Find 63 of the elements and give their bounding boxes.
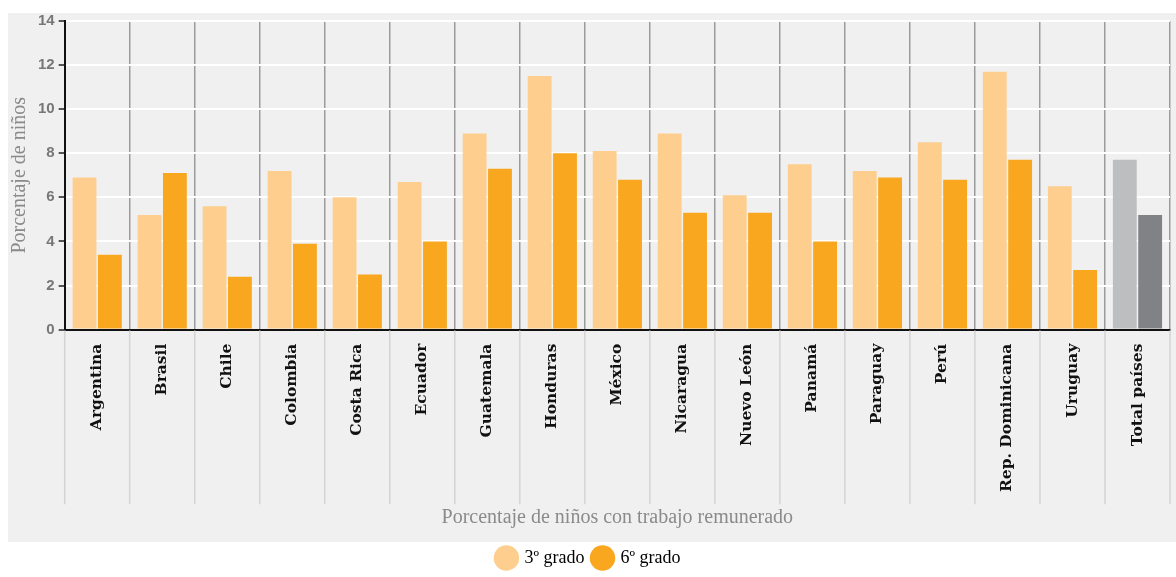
bar	[332, 197, 357, 329]
bar	[722, 195, 747, 329]
bar	[227, 276, 252, 329]
x-tick-label: Total países	[1126, 343, 1146, 447]
x-tick-label: México	[606, 343, 626, 406]
bar	[787, 164, 812, 329]
bar	[748, 212, 772, 329]
x-tick-label: Paraguay	[866, 342, 886, 425]
y-tick-label: 0	[46, 319, 55, 337]
y-tick-label: 6	[46, 187, 55, 205]
x-tick-label: Nicaragua	[671, 343, 691, 434]
bar	[592, 151, 617, 329]
bar	[852, 170, 877, 329]
bar	[943, 179, 968, 329]
bar	[618, 179, 642, 329]
bar	[1073, 270, 1098, 329]
bar	[293, 243, 317, 329]
bar	[162, 173, 187, 329]
y-tick-label: 12	[38, 55, 55, 73]
x-tick-label: Perú	[931, 343, 951, 385]
x-tick-label: Rep. Dominicana	[996, 343, 1016, 493]
x-tick-label: Brasil	[151, 343, 171, 396]
y-tick-label: 8	[46, 143, 55, 161]
y-tick-label: 10	[38, 99, 55, 117]
bar	[657, 133, 682, 329]
bar	[462, 133, 487, 329]
bar	[267, 170, 292, 329]
y-tick-label: 4	[46, 231, 56, 249]
legend-label: 3º grado	[524, 546, 585, 567]
legend-label: 6º grado	[620, 546, 681, 567]
bar	[97, 254, 122, 329]
x-tick-label: Chile	[216, 343, 236, 389]
bar	[527, 76, 552, 329]
x-tick-label: Costa Rica	[346, 343, 366, 436]
x-tick-label: Guatemala	[476, 343, 496, 438]
bar	[683, 212, 707, 329]
bar	[72, 177, 97, 329]
x-tick-label: Honduras	[541, 343, 561, 429]
y-axis-title: Porcentaje de niños	[7, 96, 31, 254]
y-tick-label: 14	[38, 11, 56, 29]
bar	[137, 214, 162, 329]
x-axis-title: Porcentaje de niños con trabajo remunerado	[441, 505, 794, 529]
bar	[878, 177, 903, 329]
x-tick-label: Nuevo León	[736, 343, 756, 447]
bar	[202, 206, 227, 329]
x-tick-label: Uruguay	[1061, 342, 1081, 418]
bar	[1047, 186, 1072, 329]
bar	[1112, 159, 1137, 329]
bar	[397, 181, 422, 329]
bar	[917, 142, 942, 329]
y-tick-label: 2	[46, 275, 55, 293]
x-tick-label: Ecuador	[411, 342, 431, 416]
bar	[813, 241, 837, 329]
x-tick-label: Argentina	[86, 343, 106, 432]
x-tick-label: Colombia	[281, 343, 301, 426]
bar	[358, 274, 382, 329]
bar	[1008, 159, 1033, 329]
bar	[1138, 214, 1163, 329]
bar	[488, 168, 512, 329]
x-tick-label: Panamá	[801, 343, 821, 413]
bar	[423, 241, 447, 329]
bar	[982, 71, 1007, 329]
bar	[553, 153, 577, 329]
